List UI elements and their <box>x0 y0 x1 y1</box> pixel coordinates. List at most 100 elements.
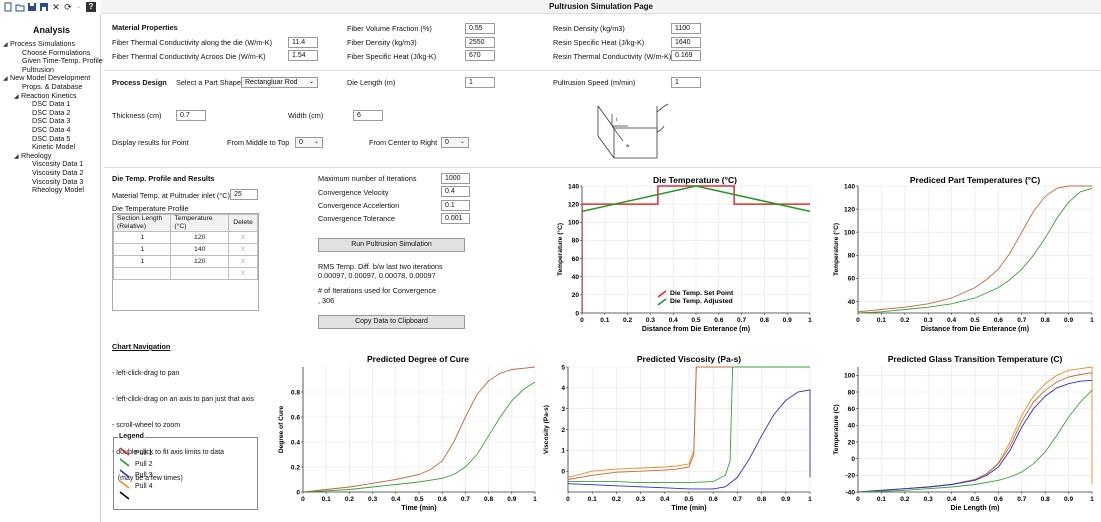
fiber-k-along-input[interactable]: 11.4 <box>288 37 318 48</box>
x-tick-label: 0.1 <box>600 317 609 324</box>
y-tick-label: 0 <box>851 456 855 463</box>
chart-glass-transition[interactable]: Predicted Glass Transition Temperature (… <box>833 354 1094 512</box>
resin-cp-input[interactable]: 1640 <box>671 37 701 48</box>
sidebar-item-rheology[interactable]: ◢ Rheology <box>14 151 51 162</box>
open-document-icon[interactable] <box>15 2 25 12</box>
y-tick-label: 100 <box>844 373 855 380</box>
series-line-1 <box>303 366 536 492</box>
expand-toggle-icon[interactable]: ◢ <box>14 153 19 160</box>
sidebar-item-kinetic-model[interactable]: Kinetic Model <box>32 142 76 152</box>
chart-viscosity[interactable]: Predicted Viscosity (Pa-s) 0 0.1 0.2 0.3 0.4 0… <box>543 354 812 512</box>
fiber-k-along-label: Fiber Thermal Conductivity along the die… <box>112 38 273 47</box>
conv-vel-input[interactable]: 0.4 <box>441 186 470 197</box>
conv-acc-input[interactable]: 0.1 <box>441 200 470 211</box>
x-tick-label: 0.8 <box>760 317 769 324</box>
resin-density-input[interactable]: 1100 <box>671 23 701 34</box>
fiber-density-input[interactable]: 2550 <box>465 37 495 48</box>
iterations-label: # of Iterations used for Convergence <box>318 286 437 295</box>
conv-tol-input[interactable]: 0.001 <box>441 213 470 224</box>
speed-input[interactable]: 1 <box>671 77 701 88</box>
sidebar-item-label: Props. & Database <box>22 82 83 91</box>
y-tick-label: 0.2 <box>291 464 300 471</box>
sidebar-item-dsc-data-4[interactable]: DSC Data 4 <box>32 125 71 135</box>
fiber-density-label: Fiber Density (kg/m3) <box>347 38 417 47</box>
fiber-k-across-input[interactable]: 1.54 <box>288 50 318 61</box>
sidebar-item-dsc-data-3[interactable]: DSC Data 3 <box>32 117 70 126</box>
sidebar-item-label: DSC Data 2 <box>32 107 71 117</box>
table-row: X <box>112 267 258 280</box>
legend-swatch <box>119 469 130 478</box>
y-tick-label: 120 <box>844 206 855 213</box>
sidebar-item-rheology-model[interactable]: Rheology Model <box>32 185 84 195</box>
legend-entry: Pull 1 <box>119 447 153 457</box>
y-tick-label: 100 <box>844 229 855 236</box>
max-iter-input[interactable]: 1000 <box>441 173 470 184</box>
x-tick-label: 0.1 <box>877 317 886 324</box>
x-tick-label: 0.5 <box>970 317 979 324</box>
help-icon[interactable]: ? <box>86 2 96 12</box>
delete-row-button[interactable]: X <box>228 267 258 280</box>
sidebar-item-viscosity-data-2[interactable]: Viscosity Data 2 <box>32 168 83 178</box>
x-tick-label: 0 <box>580 317 584 324</box>
width-input[interactable]: 6 <box>353 110 383 121</box>
sidebar-item-label: Given Time-Temp. Profile <box>22 56 103 66</box>
new-document-icon[interactable] <box>3 1 13 12</box>
save-icon[interactable] <box>27 2 37 12</box>
expand-toggle-icon[interactable]: ◢ <box>3 42 8 48</box>
x-tick-label: 0.1 <box>322 496 331 503</box>
sidebar-item-dsc-data-2[interactable]: DSC Data 2 <box>32 107 71 118</box>
expand-toggle-icon[interactable]: ◢ <box>3 76 8 83</box>
section-length-cell[interactable] <box>112 267 172 280</box>
sidebar-item-given-time-temp-profile[interactable]: Given Time-Temp. Profile <box>22 56 103 66</box>
sidebar-item-dsc-data-5[interactable]: DSC Data 5 <box>32 134 70 144</box>
legend-entry <box>119 491 135 501</box>
shape-select[interactable]: Rectangluar Rod ⌄ <box>241 77 318 88</box>
close-icon[interactable]: ✕ <box>52 2 60 12</box>
center-right-select[interactable]: 0 ⌄ <box>441 137 469 148</box>
table-header-row: Section Length (Relative) Temperature (°… <box>112 214 258 232</box>
chart-legend-swatch <box>657 290 667 298</box>
shape-label: Select a Part Shape <box>176 78 241 87</box>
thickness-input[interactable]: 0.7 <box>176 110 206 121</box>
x-tick-label: 0.6 <box>994 317 1003 324</box>
sidebar-item-label: DSC Data 4 <box>32 125 71 134</box>
sidebar-item-props-database[interactable]: Props. & Database <box>22 82 83 92</box>
refresh-icon[interactable]: ⟳ <box>64 2 72 12</box>
x-tick-label: 0.5 <box>691 317 700 324</box>
expand-toggle-icon[interactable]: ◢ <box>14 93 19 100</box>
fiber-vf-input[interactable]: 0.55 <box>465 23 495 34</box>
sidebar-item-reaction-kinetics[interactable]: ◢ Reaction Kinetics <box>14 91 77 102</box>
y-tick-label: 2 <box>561 427 565 434</box>
die-length-input[interactable]: 1 <box>465 77 495 88</box>
inlet-temp-input[interactable]: 25 <box>230 189 258 200</box>
save-as-icon[interactable] <box>39 2 49 12</box>
sidebar-item-dsc-data-1[interactable]: DSC Data 1 <box>32 99 70 109</box>
y-tick-label: 0.8 <box>291 389 300 396</box>
chart-part-temp[interactable]: Prediced Part Temperatures (°C) 0 0.1 0.2 0.… <box>832 175 1094 333</box>
mid-top-select[interactable]: 0 ⌄ <box>295 137 323 148</box>
copy-data-button[interactable]: Copy Data to Clipboard <box>318 315 465 329</box>
die-profile-table: Section Length (Relative) Temperature (°… <box>112 214 258 280</box>
sidebar-item-pultrusion[interactable]: Pultrusion <box>22 65 54 75</box>
run-simulation-button[interactable]: Run Pultrusion Simulation <box>318 238 465 252</box>
chart-legend-label: Die Temp. Set Point <box>670 290 734 297</box>
x-tick-label: 0 <box>856 317 860 324</box>
sidebar-item-viscosity-data-3[interactable]: Viscosity Data 3 <box>32 177 83 187</box>
fiber-cp-input[interactable]: 670 <box>465 50 495 61</box>
nav-help-line: - left-click-drag on an axis to pan just… <box>112 395 255 403</box>
sidebar-item-viscosity-data-1[interactable]: Viscosity Data 1 <box>32 160 83 169</box>
chart-cure[interactable]: Predicted Degree of Cure 0 0.1 0.2 0.3 0.4 0.5… <box>278 354 537 512</box>
chart-die-temp[interactable]: Die Temperature (°C) 0 0.1 0.2 0.3 0.4 0.5 0.6 0… <box>556 175 812 333</box>
chart-title: Predicted Degree of Cure <box>367 354 469 364</box>
sidebar-item-label: Kinetic Model <box>32 142 76 152</box>
sidebar-item-process-simulations[interactable]: ◢ Process Simulations <box>3 39 75 50</box>
y-tick-label: 4 <box>561 385 565 392</box>
sidebar-item-choose-formulations[interactable]: Choose Formulations <box>22 48 90 58</box>
resin-k-input[interactable]: 0.169 <box>671 50 701 61</box>
sidebar-item-new-model-development[interactable]: ◢ New Model Development <box>3 74 90 84</box>
chart-title: Predicted Viscosity (Pa-s) <box>637 354 741 364</box>
x-tick-label: 0.3 <box>924 496 933 503</box>
thickness-label: Thickness (cm) <box>112 111 162 120</box>
diagram-label-w: w <box>626 143 630 148</box>
overflow-icon[interactable]: ⌄ <box>76 4 82 10</box>
